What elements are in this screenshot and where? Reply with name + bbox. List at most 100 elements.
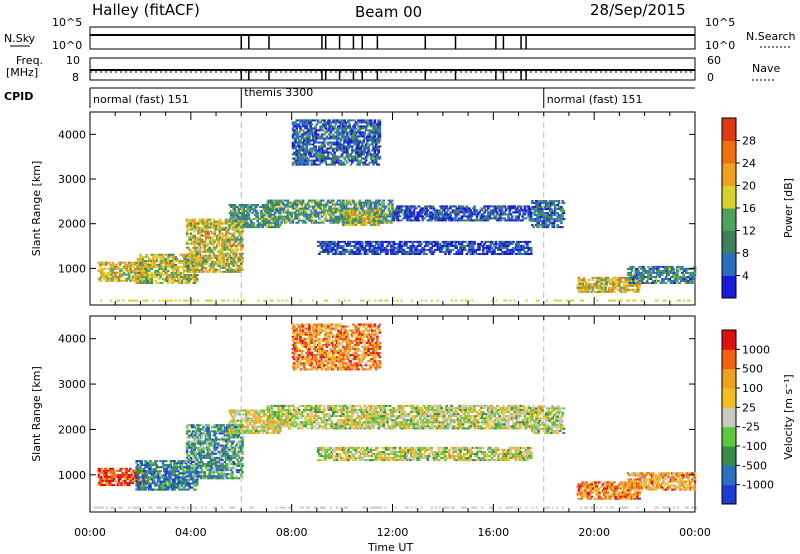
power-echo-cell bbox=[469, 217, 472, 220]
power-echo-cell bbox=[362, 139, 365, 142]
power-echo-cell bbox=[397, 207, 401, 210]
power-echo-cell bbox=[362, 135, 365, 138]
power-echo-cell bbox=[473, 242, 476, 245]
power-echo-cell bbox=[148, 282, 151, 284]
power-echo-cell bbox=[420, 250, 423, 253]
power-echo-cell bbox=[408, 250, 412, 253]
power-echo-cell bbox=[561, 226, 564, 229]
power-echo-cell bbox=[102, 261, 106, 264]
power-echo-cell bbox=[246, 206, 249, 208]
power-echo-cell bbox=[590, 290, 593, 293]
power-echo-cell bbox=[171, 255, 175, 258]
power-echo-cell bbox=[460, 250, 464, 253]
power-echo-cell bbox=[131, 275, 135, 278]
power-echo-cell bbox=[358, 121, 362, 124]
power-echo-cell bbox=[369, 209, 373, 212]
power-echo-cell bbox=[306, 129, 310, 132]
power-echo-cell bbox=[589, 282, 592, 285]
power-echo-cell bbox=[234, 246, 238, 249]
power-echo-cell bbox=[397, 219, 401, 222]
power-echo-cell bbox=[416, 217, 419, 220]
power-echo-cell bbox=[340, 199, 344, 202]
power-echo-cell bbox=[328, 129, 331, 132]
power-echo-cell bbox=[693, 265, 697, 268]
power-echo-cell bbox=[240, 264, 243, 267]
power-echo-cell bbox=[390, 250, 393, 253]
power-echo-cell bbox=[238, 238, 242, 241]
power-echo-cell bbox=[340, 221, 344, 224]
power-echo-cell bbox=[374, 221, 378, 224]
power-echo-cell bbox=[352, 127, 355, 130]
power-echo-cell bbox=[188, 280, 191, 282]
power-echo-cell bbox=[321, 129, 325, 132]
power-echo-cell bbox=[632, 265, 635, 268]
power-echo-cell bbox=[195, 266, 199, 269]
power-echo-cell bbox=[353, 205, 356, 208]
power-echo-cell bbox=[194, 236, 198, 239]
power-echo-cell bbox=[499, 219, 503, 222]
power-echo-cell bbox=[552, 224, 556, 227]
power-echo-cell bbox=[328, 213, 331, 216]
power-echo-cell bbox=[545, 224, 548, 227]
power-echo-cell bbox=[203, 250, 206, 253]
power-echo-cell bbox=[338, 207, 341, 210]
power-echo-cell bbox=[587, 286, 591, 289]
power-echo-cell bbox=[340, 137, 344, 140]
power-echo-cell bbox=[396, 246, 399, 249]
power-echo-cell bbox=[524, 211, 528, 214]
power-echo-cell bbox=[166, 257, 170, 260]
power-echo-cell bbox=[540, 220, 543, 223]
power-echo-cell bbox=[248, 210, 252, 213]
power-echo-cell bbox=[647, 278, 650, 280]
power-echo-cell bbox=[188, 256, 191, 259]
power-echo-cell bbox=[350, 161, 354, 164]
power-echo-cell bbox=[325, 203, 329, 206]
power-echo-cell bbox=[337, 129, 340, 132]
power-echo-cell bbox=[529, 246, 533, 249]
power-echo-cell bbox=[187, 268, 190, 271]
power-echo-cell bbox=[378, 217, 382, 220]
power-echo-cell bbox=[493, 207, 496, 210]
power-echo-cell bbox=[262, 214, 266, 217]
power-echo-cell bbox=[299, 121, 302, 124]
power-echo-cell bbox=[456, 219, 460, 222]
power-echo-cell bbox=[327, 163, 330, 166]
power-echo-cell bbox=[531, 202, 534, 204]
power-echo-cell bbox=[606, 276, 610, 279]
power-echo-cell bbox=[378, 253, 382, 255]
power-echo-cell bbox=[198, 268, 201, 271]
power-echo-cell bbox=[581, 282, 585, 285]
power-echo-cell bbox=[224, 218, 228, 221]
power-echo-cell bbox=[321, 203, 325, 206]
power-echo-cell bbox=[387, 221, 391, 224]
power-echo-cell bbox=[333, 147, 336, 150]
power-echo-cell bbox=[153, 276, 156, 278]
power-echo-cell bbox=[316, 151, 320, 154]
power-echo-cell bbox=[343, 201, 346, 204]
power-echo-cell bbox=[295, 213, 298, 216]
power-echo-cell bbox=[316, 119, 320, 122]
power-echo-cell bbox=[546, 208, 549, 211]
power-echo-cell bbox=[361, 215, 364, 218]
power-echo-cell bbox=[427, 242, 431, 245]
power-echo-cell bbox=[153, 261, 156, 264]
power-echo-cell bbox=[316, 203, 320, 206]
power-echo-cell bbox=[294, 139, 297, 142]
power-echo-cell bbox=[247, 212, 251, 215]
power-echo-cell bbox=[364, 159, 368, 162]
power-echo-cell bbox=[119, 267, 122, 270]
power-echo-cell bbox=[355, 151, 359, 154]
power-echo-cell bbox=[315, 141, 319, 144]
power-echo-cell bbox=[236, 238, 239, 241]
power-echo-cell bbox=[354, 133, 358, 136]
power-echo-cell bbox=[347, 221, 350, 224]
power-echo-cell bbox=[459, 211, 462, 214]
power-echo-cell bbox=[533, 210, 537, 213]
power-echo-cell bbox=[127, 273, 131, 276]
power-echo-cell bbox=[276, 217, 280, 220]
power-echo-cell bbox=[126, 263, 130, 266]
power-echo-cell bbox=[348, 131, 351, 134]
power-echo-cell bbox=[327, 253, 330, 255]
power-echo-cell bbox=[207, 258, 210, 261]
power-echo-cell bbox=[329, 151, 333, 154]
